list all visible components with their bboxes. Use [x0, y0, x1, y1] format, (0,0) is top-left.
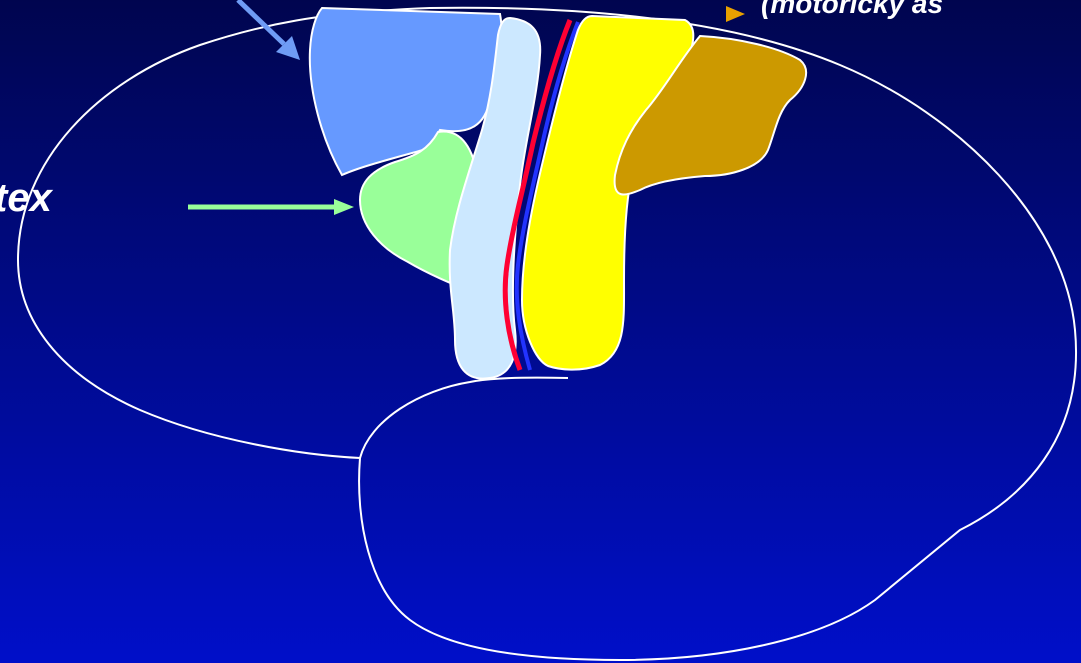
temporal-lobe-curve — [359, 376, 569, 459]
postcentral-region-yellow — [520, 14, 695, 371]
arrow-green-head — [334, 199, 354, 215]
central-sulcus-blue-line — [514, 21, 580, 371]
motor-association-label-text: (motoricky as — [761, 0, 944, 19]
central-sulcus-red-line — [502, 19, 573, 371]
cortex-label-text: tex — [0, 176, 52, 220]
premotor-region-blue — [308, 6, 503, 177]
bullet-triangle-icon — [726, 6, 745, 22]
arrow-blue-shaft — [236, 0, 286, 46]
parietal-region-ochre — [613, 34, 808, 196]
precentral-strip-light-blue — [448, 16, 542, 380]
cerebrum-outline — [16, 6, 1078, 662]
arrow-blue-head — [276, 36, 300, 60]
